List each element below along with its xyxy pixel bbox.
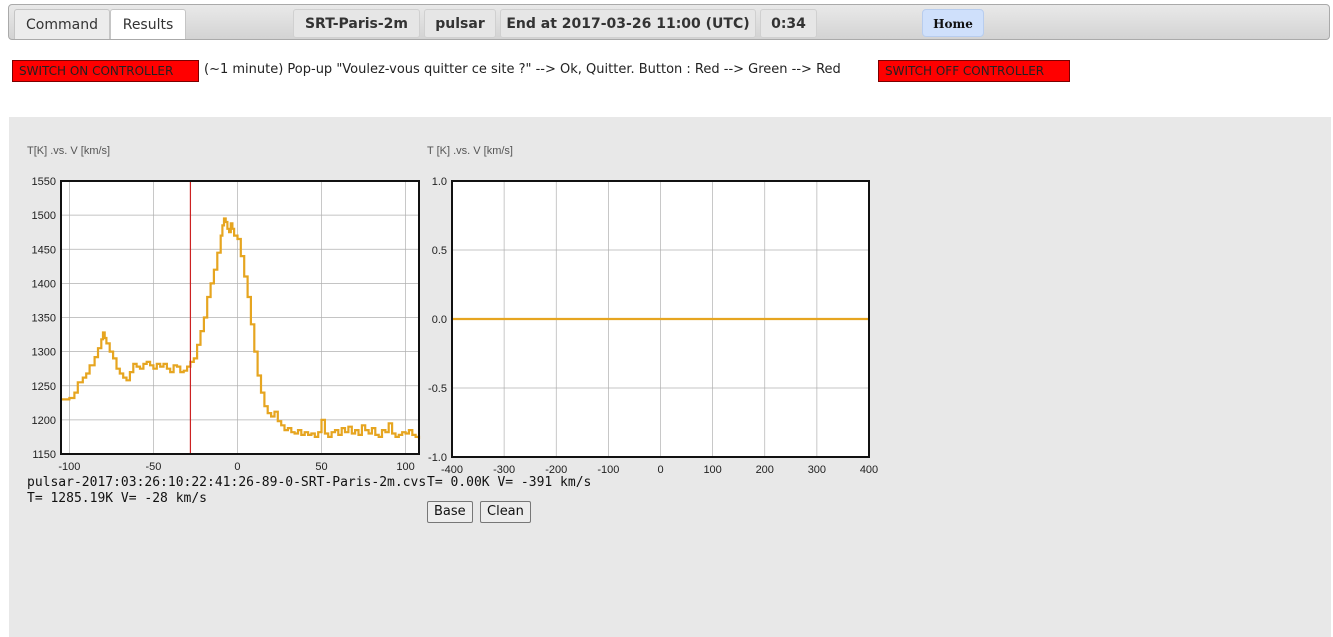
y-tick-label: 0.5 (432, 245, 447, 257)
y-tick-label: 1500 (32, 210, 56, 222)
station-label: SRT-Paris-2m (293, 9, 420, 38)
right-spectrum-chart[interactable]: -400 -300 -200 -100 0 100 200 300 400 -1.0 -0.5 0.0… (420, 170, 890, 480)
timer-label: 0:34 (760, 9, 817, 38)
switch-off-controller-button[interactable]: SWITCH OFF CONTROLLER (878, 60, 1070, 82)
y-tick-label: -0.5 (428, 383, 447, 395)
y-tick-label: 1550 (32, 176, 56, 188)
left-chart-title: T[K] .vs. V [km/s] (27, 145, 111, 157)
x-tick-label: 0 (234, 461, 240, 473)
x-tick-label: -300 (493, 464, 515, 476)
file-name-readout: pulsar-2017:03:26:10:22:41:26-89-0-SRT-P… (27, 475, 427, 490)
x-tick-label: -100 (58, 461, 80, 473)
tab-results[interactable]: Results (110, 9, 186, 39)
plot-frame (451, 180, 870, 458)
right-chart-title: T [K] .vs. V [km/s] (427, 145, 513, 157)
x-tick-label: -200 (545, 464, 567, 476)
x-tick-label: 300 (808, 464, 826, 476)
left-cursor-readout: T= 1285.19K V= -28 km/s (27, 491, 208, 506)
target-label: pulsar (424, 9, 496, 38)
x-tick-label: 100 (703, 464, 721, 476)
left-spectrum-chart[interactable]: -100 -50 0 50 100 1150 1200 1250 1300 1350 1400 145… (0, 170, 425, 480)
y-tick-label: 1150 (32, 449, 56, 461)
plot-frame (60, 180, 420, 455)
x-tick-label: 200 (756, 464, 774, 476)
y-tick-label: 1300 (32, 347, 56, 359)
tab-command[interactable]: Command (14, 9, 110, 39)
base-button[interactable]: Base (427, 501, 473, 523)
controller-instructions: (~1 minute) Pop-up "Voulez-vous quitter … (204, 62, 841, 77)
y-tick-label: 1200 (32, 415, 56, 427)
y-tick-label: 0.0 (432, 314, 447, 326)
clean-button[interactable]: Clean (480, 501, 531, 523)
y-tick-label: 1250 (32, 381, 56, 393)
x-tick-label: -400 (441, 464, 463, 476)
x-tick-label: -50 (145, 461, 161, 473)
y-tick-label: 1.0 (432, 176, 447, 188)
end-time-label: End at 2017-03-26 11:00 (UTC) (500, 9, 756, 38)
right-cursor-readout: T= 0.00K V= -391 km/s (427, 475, 592, 490)
x-tick-label: -100 (597, 464, 619, 476)
switch-on-controller-button[interactable]: SWITCH ON CONTROLLER (12, 60, 199, 82)
series-line (61, 217, 421, 439)
x-tick-label: 400 (860, 464, 878, 476)
y-tick-label: 1350 (32, 313, 56, 325)
x-tick-label: 0 (657, 464, 663, 476)
home-button[interactable]: Home (922, 9, 984, 37)
x-tick-label: 100 (396, 461, 414, 473)
top-bar: Command Results SRT-Paris-2m pulsar End … (8, 4, 1330, 40)
y-tick-label: 1400 (32, 278, 56, 290)
x-tick-label: 50 (315, 461, 327, 473)
y-tick-label: 1450 (32, 244, 56, 256)
y-tick-label: -1.0 (428, 452, 447, 464)
